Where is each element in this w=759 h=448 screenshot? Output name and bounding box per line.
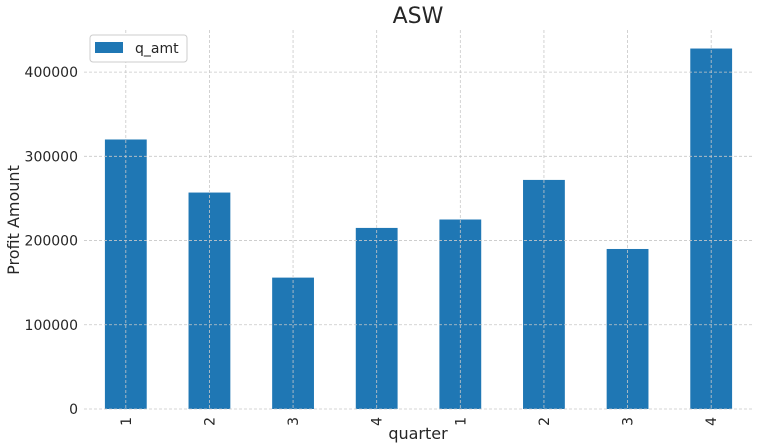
x-tick-label: 2 (537, 417, 553, 426)
legend-swatch-q-amt (95, 42, 123, 53)
bar (104, 139, 147, 409)
y-tick-label: 400000 (25, 65, 78, 81)
bar (690, 48, 733, 409)
x-tick-label: 1 (453, 417, 469, 426)
bar (523, 179, 565, 409)
y-tick-label: 0 (69, 402, 78, 418)
legend: q_amt (89, 34, 188, 63)
x-tick-label: 4 (370, 417, 386, 426)
grid-lines (84, 30, 753, 410)
x-tick-label: 3 (621, 417, 637, 426)
y-tick-label: 200000 (25, 234, 78, 250)
y-tick-label: 100000 (25, 318, 78, 334)
x-tick-label: 2 (202, 417, 218, 426)
y-axis-label: Profit Amount (4, 165, 23, 275)
y-axis-ticks: 0 100000 200000 300000 400000 (25, 65, 78, 418)
x-tick-label: 4 (704, 417, 720, 426)
bar (355, 227, 398, 409)
x-tick-label: 1 (119, 417, 135, 426)
chart-title: ASW (393, 4, 444, 29)
legend-frame (89, 34, 188, 63)
bars (104, 48, 733, 409)
x-tick-label: 3 (286, 417, 302, 426)
x-axis-label: quarter (388, 424, 448, 443)
y-tick-label: 300000 (25, 149, 78, 165)
legend-label-q-amt: q_amt (135, 41, 179, 57)
x-axis-ticks: 1 2 3 4 1 2 3 4 (119, 417, 720, 426)
